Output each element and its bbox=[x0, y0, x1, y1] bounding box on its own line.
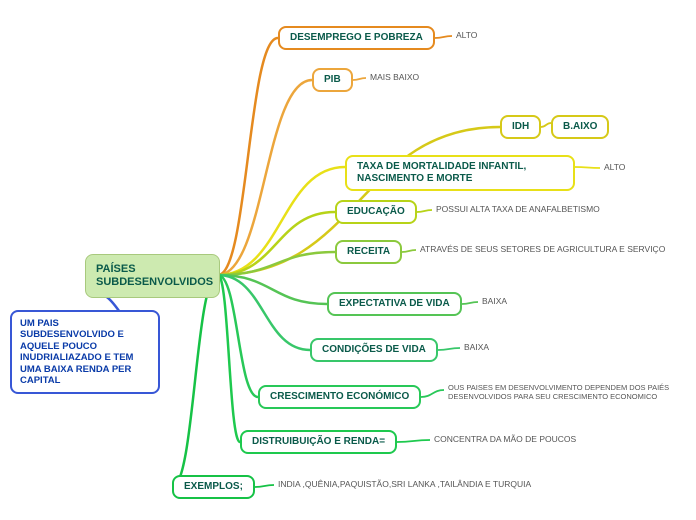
note-cresc: OUS PAISES EM DESENVOLVIMENTO DEPENDEM D… bbox=[444, 382, 684, 403]
branch-idh[interactable]: IDH bbox=[500, 115, 541, 139]
note-cond: BAIXA bbox=[460, 340, 493, 354]
root-label: PAÍSES SUBDESENVOLVIDOS bbox=[96, 263, 213, 289]
branch-label: EXEMPLOS; bbox=[184, 481, 243, 493]
branch-distr[interactable]: DISTRUIBUIÇÃO E RENDA= bbox=[240, 430, 397, 454]
branch-label: DESEMPREGO E POBREZA bbox=[290, 32, 423, 44]
note-idh: B.AIXO bbox=[551, 115, 609, 139]
note-taxa: ALTO bbox=[600, 160, 629, 174]
branch-receita[interactable]: RECEITA bbox=[335, 240, 402, 264]
note-expect: BAIXA bbox=[478, 294, 511, 308]
note-educ: POSSUI ALTA TAXA DE ANAFALBETISMO bbox=[432, 202, 604, 216]
branch-taxa[interactable]: TAXA DE MORTALIDADE INFANTIL, NASCIMENTO… bbox=[345, 155, 575, 191]
branch-label: RECEITA bbox=[347, 246, 390, 258]
branch-label: DISTRUIBUIÇÃO E RENDA= bbox=[252, 436, 385, 448]
root-node[interactable]: PAÍSES SUBDESENVOLVIDOS bbox=[85, 254, 220, 298]
branch-cresc[interactable]: CRESCIMENTO ECONÓMICO bbox=[258, 385, 421, 409]
branch-label: PIB bbox=[324, 74, 341, 86]
branch-educ[interactable]: EDUCAÇÃO bbox=[335, 200, 417, 224]
branch-expect[interactable]: EXPECTATIVA DE VIDA bbox=[327, 292, 462, 316]
branch-cond[interactable]: CONDIÇÕES DE VIDA bbox=[310, 338, 438, 362]
branch-label: TAXA DE MORTALIDADE INFANTIL, NASCIMENTO… bbox=[357, 161, 563, 185]
branch-exemp[interactable]: EXEMPLOS; bbox=[172, 475, 255, 499]
note-receita: ATRAVÉS DE SEUS SETORES DE AGRICULTURA E… bbox=[416, 242, 669, 256]
branch-desemprego[interactable]: DESEMPREGO E POBREZA bbox=[278, 26, 435, 50]
branch-pib[interactable]: PIB bbox=[312, 68, 353, 92]
branch-label: CONDIÇÕES DE VIDA bbox=[322, 344, 426, 356]
definition-label: UM PAIS SUBDESENVOLVIDO E AQUELE POUCO I… bbox=[20, 318, 150, 386]
branch-label: IDH bbox=[512, 121, 529, 133]
branch-label: EXPECTATIVA DE VIDA bbox=[339, 298, 450, 310]
branch-label: CRESCIMENTO ECONÓMICO bbox=[270, 391, 409, 403]
branch-label: EDUCAÇÃO bbox=[347, 206, 405, 218]
note-distr: CONCENTRA DA MÃO DE POUCOS bbox=[430, 432, 580, 446]
definition-node[interactable]: UM PAIS SUBDESENVOLVIDO E AQUELE POUCO I… bbox=[10, 310, 160, 394]
note-desemprego: ALTO bbox=[452, 28, 481, 42]
note-pib: MAIS BAIXO bbox=[366, 70, 423, 84]
note-exemp: INDIA ,QUÊNIA,PAQUISTÃO,SRI LANKA ,TAILÂ… bbox=[274, 477, 535, 491]
